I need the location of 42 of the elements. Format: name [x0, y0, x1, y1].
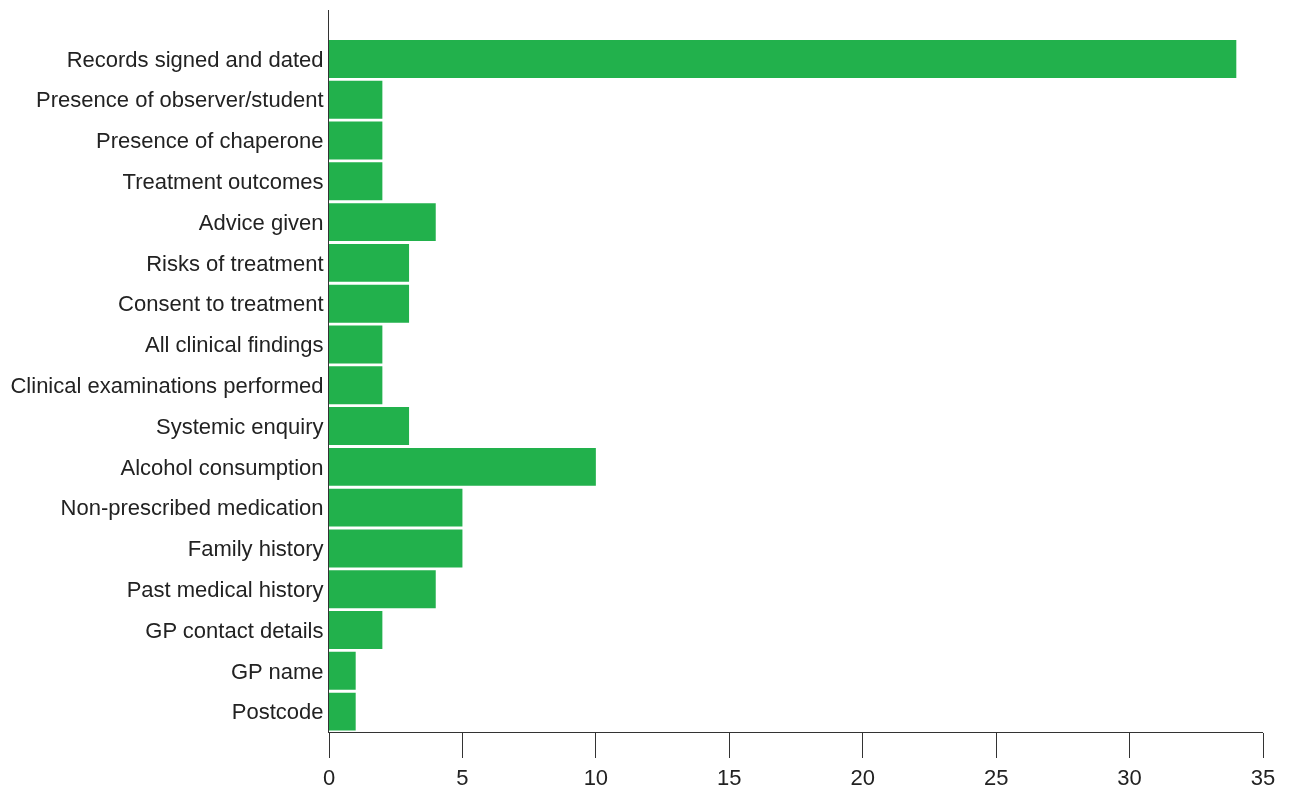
- bar: [329, 407, 410, 446]
- y-tick-label: GP name: [230, 658, 324, 684]
- y-tick-label: Advice given: [198, 209, 324, 235]
- y-tick-label: Postcode: [231, 699, 324, 725]
- y-tick-label: Consent to treatment: [118, 291, 324, 317]
- bar: [329, 488, 463, 527]
- x-tick-label: 5: [456, 764, 469, 790]
- y-tick-label: Clinical examinations performed: [10, 372, 324, 398]
- y-tick-label: Family history: [187, 536, 324, 562]
- x-tick-label: 35: [1250, 764, 1276, 790]
- x-tick-label: 25: [983, 764, 1009, 790]
- y-tick-label: Records signed and dated: [66, 46, 324, 72]
- y-tick-label: All clinical findings: [144, 332, 324, 358]
- bar: [329, 366, 383, 405]
- x-tick-label: 0: [322, 764, 336, 790]
- bar: [329, 692, 356, 731]
- x-tick-label: 15: [717, 764, 742, 790]
- bar: [329, 529, 463, 568]
- bar: [329, 162, 383, 201]
- bar: [329, 80, 383, 119]
- y-tick-label: Risks of treatment: [146, 250, 324, 276]
- bar: [329, 284, 410, 323]
- y-tick-label: Treatment outcomes: [122, 169, 324, 195]
- y-tick-label: Presence of chaperone: [96, 128, 324, 154]
- x-tick-label: 20: [850, 764, 875, 790]
- bar: [329, 651, 356, 690]
- y-tick-label: Past medical history: [126, 576, 324, 602]
- y-tick-label: Alcohol consumption: [120, 454, 324, 480]
- bar: [329, 570, 436, 609]
- x-tick-label: 30: [1117, 764, 1142, 790]
- y-tick-label: Non-prescribed medication: [60, 495, 324, 521]
- y-tick-label: GP contact details: [145, 617, 324, 643]
- bar: [329, 611, 383, 649]
- bar: [329, 203, 436, 242]
- y-tick-label: Systemic enquiry: [155, 413, 324, 439]
- x-tick-label: 10: [583, 764, 609, 790]
- bar: [329, 243, 410, 282]
- bar: [329, 447, 596, 486]
- bar: [329, 325, 383, 364]
- y-tick-label: Presence of observer/student: [36, 87, 324, 113]
- bar: [329, 121, 383, 160]
- bar: [329, 39, 1237, 78]
